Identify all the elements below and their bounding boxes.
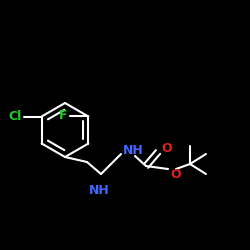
Text: NH: NH: [123, 144, 144, 158]
Text: NH: NH: [88, 184, 110, 197]
Text: O: O: [170, 168, 180, 180]
Text: F: F: [59, 109, 68, 122]
Text: Cl: Cl: [8, 110, 22, 123]
Text: O: O: [161, 142, 172, 154]
